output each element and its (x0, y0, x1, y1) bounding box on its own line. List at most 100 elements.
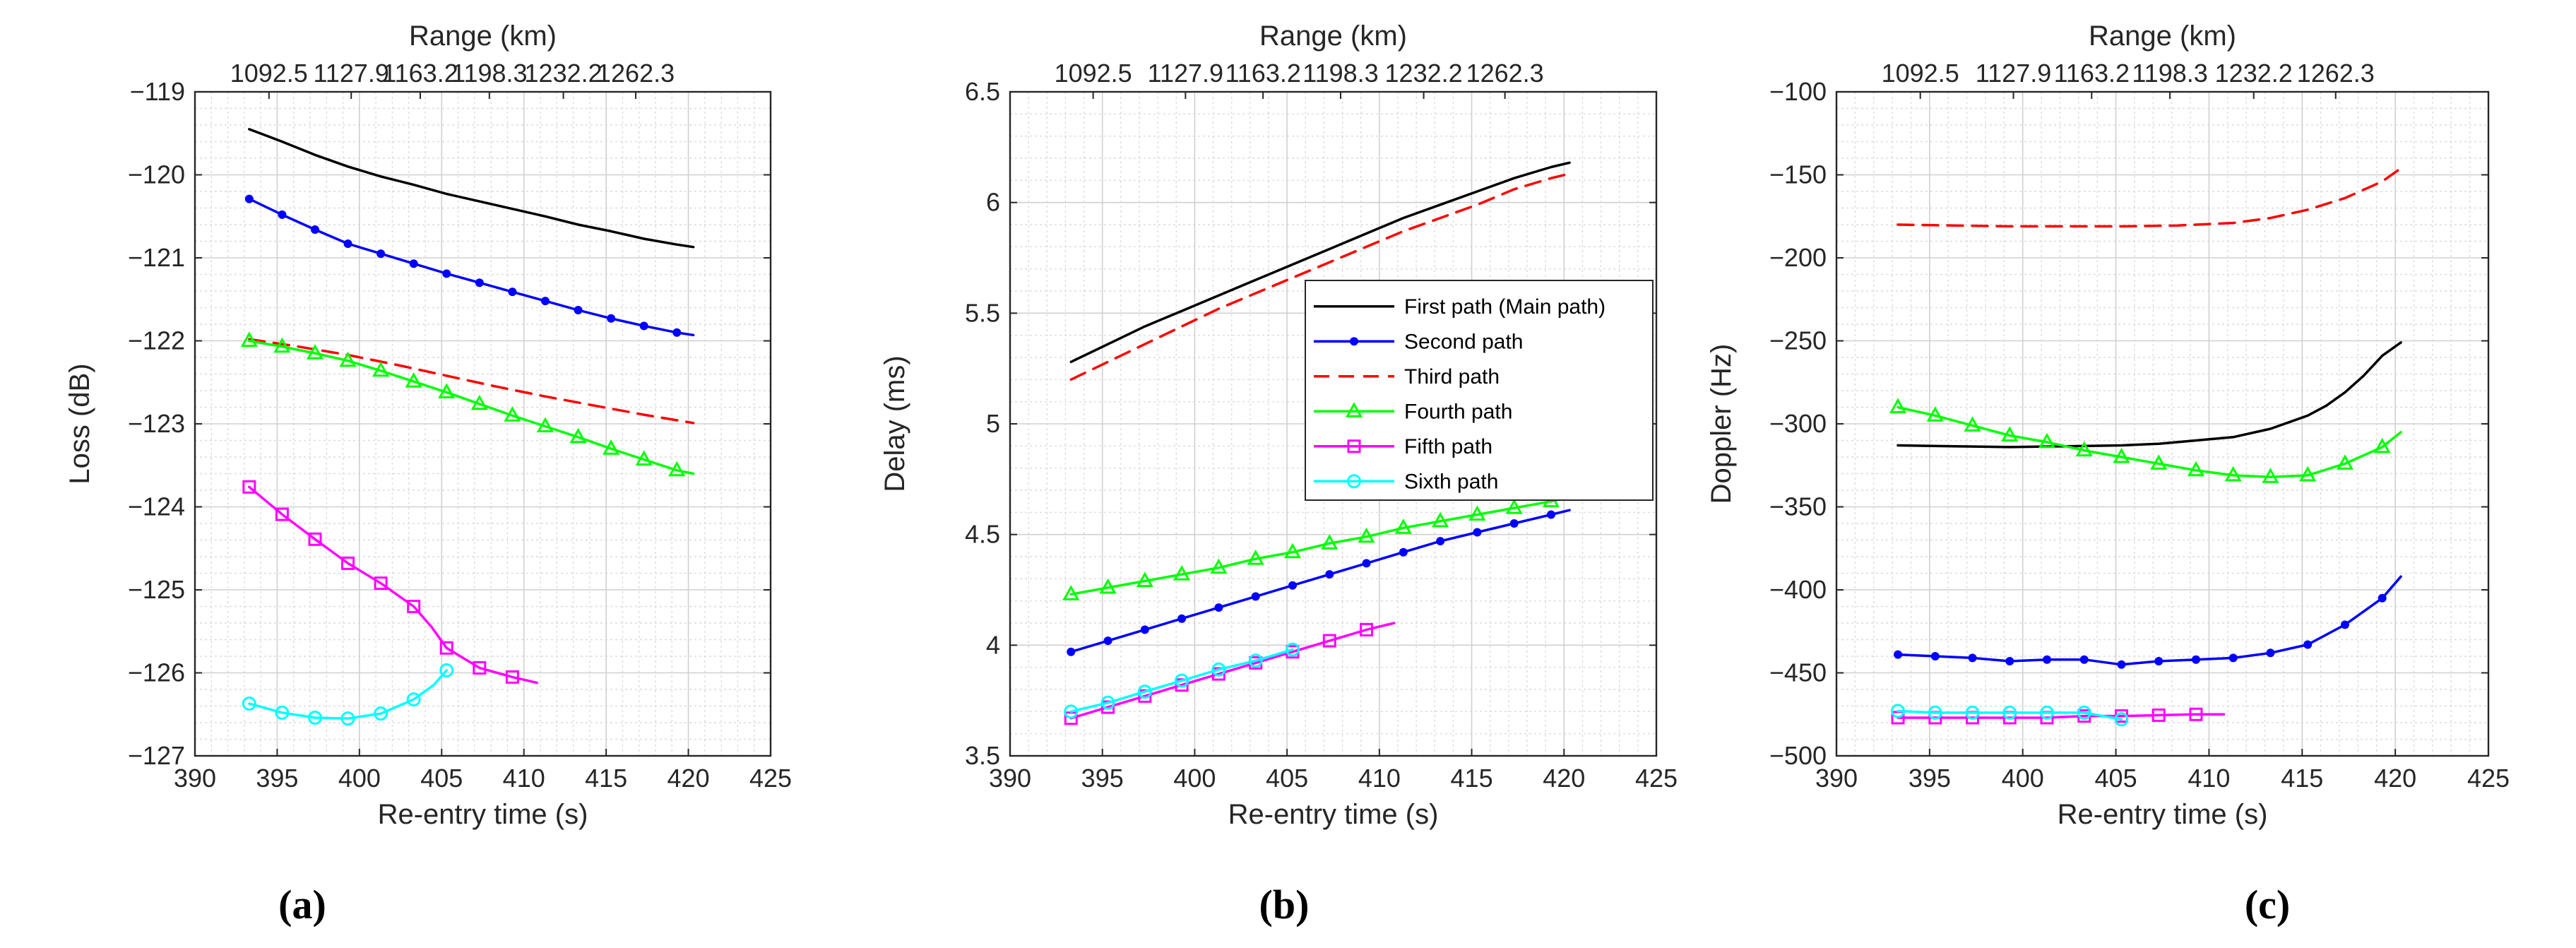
series-sixth-point (307, 710, 322, 725)
y-tick-label: 6 (986, 188, 1000, 217)
top-tick-label: 1232.2 (525, 59, 603, 88)
y-tick-label: −500 (1769, 741, 1827, 770)
x-tick-label: 395 (1909, 764, 1951, 793)
series-sixth-point (1100, 695, 1115, 710)
y-tick-label: −125 (128, 575, 185, 604)
y-tick-label: 5.5 (965, 298, 1000, 327)
series-fifth-line (1069, 622, 1396, 720)
top-axis-label: Range (km) (1259, 20, 1407, 52)
series-second-point (540, 297, 550, 306)
series-second-point (2042, 655, 2051, 664)
series-fifth-point (242, 480, 256, 494)
caption-b: (b) (1259, 882, 1310, 928)
series-sixth-point (2077, 705, 2091, 720)
series-fourth-line (248, 339, 695, 475)
series-second-point (1546, 510, 1555, 519)
series-sixth-point (374, 706, 388, 721)
y-tick-label: −350 (1769, 492, 1827, 521)
x-tick-label: 405 (1266, 764, 1308, 793)
series-fourth-point (2001, 426, 2019, 442)
series-second-point (1968, 653, 1977, 663)
series-fourth-point (1247, 550, 1264, 565)
series-fourth-point (1505, 498, 1523, 514)
x-tick-label: 410 (1358, 764, 1401, 793)
series-fifth-point (2189, 707, 2203, 721)
series-sixth-line (1897, 709, 2123, 721)
series-fourth-point (569, 427, 587, 444)
series-fourth-point (1062, 585, 1080, 600)
series-fourth-point (1889, 398, 1907, 413)
x-tick-label: 415 (585, 764, 627, 793)
series-fifth-point (374, 576, 388, 591)
x-tick-label: 400 (1173, 764, 1216, 793)
series-fourth-point (1136, 571, 1153, 587)
x-axis-label: Re-entry time (s) (2058, 799, 2268, 830)
x-tick-label: 425 (1635, 764, 1678, 793)
series-second-point (574, 306, 583, 315)
series-fourth-point (273, 337, 291, 353)
series-second-point (2154, 657, 2164, 666)
x-tick-label: 400 (338, 764, 381, 793)
series-fourth (1889, 398, 2402, 483)
x-tick-label: 420 (667, 764, 710, 793)
series-fourth-point (405, 372, 422, 388)
panel-delay: 390 395 400 405 410 415 420 425 3.5 4 4.5 5 5.5 6 6.5 1… (879, 20, 1678, 830)
top-tick-label: 1163.2 (382, 59, 458, 88)
series-fourth-point (1394, 519, 1412, 534)
series-second-point (672, 328, 682, 337)
series-sixth-point (439, 663, 454, 677)
series-fifth-line (248, 485, 539, 685)
series-fifth-point (275, 507, 289, 521)
series-sixth-line (1069, 648, 1294, 713)
legend-marker-sixth (1347, 474, 1361, 489)
series-fifth-point (407, 600, 421, 613)
series-fifth-point (2151, 708, 2166, 722)
series-third (1897, 167, 2402, 228)
legend: First path (Main path) Second path Third p… (1305, 280, 1654, 501)
top-tick-label: 1262.3 (597, 59, 675, 88)
x-tick-label: 410 (2188, 764, 2230, 793)
x-tick-label: 425 (749, 764, 792, 793)
top-tick-label: 1262.3 (1466, 59, 1544, 88)
series-fourth-point (438, 383, 456, 398)
caption-a: (a) (278, 882, 326, 928)
series-third-line (248, 338, 695, 425)
top-tick-label: 1262.3 (2297, 59, 2375, 88)
series-fifth-point (308, 532, 322, 546)
y-tick-label: −121 (128, 243, 185, 272)
series-third-line (1069, 172, 1571, 381)
series-second-point (2191, 655, 2200, 664)
y-tick-label: −120 (128, 160, 185, 189)
series-first-line (1069, 161, 1571, 364)
series-fourth-point (2336, 454, 2354, 470)
series-fifth (1064, 622, 1396, 725)
series-fourth-point (1173, 564, 1191, 581)
series-second-point (343, 239, 352, 249)
top-tick-label: 1092.5 (1882, 59, 1959, 88)
series-third (248, 338, 695, 425)
caption-c: (c) (2245, 882, 2290, 928)
top-axis-label: Range (km) (409, 20, 557, 52)
series-second-point (639, 321, 648, 331)
series-sixth-point (1891, 704, 1906, 718)
series-fifth-point (473, 660, 487, 675)
series-second-point (2005, 657, 2014, 666)
series-fourth-point (306, 344, 324, 360)
legend-item-third: Third path (1314, 365, 1500, 389)
series-fourth-point (603, 439, 620, 455)
x-tick-label: 390 (1815, 764, 1858, 793)
top-tick-label: 1127.9 (1976, 59, 2051, 88)
legend-item-fifth: Fifth path (1314, 435, 1492, 458)
series-second-point (1325, 570, 1334, 579)
series-fourth-point (2299, 466, 2317, 482)
top-tick-label: 1198.3 (1302, 59, 1378, 88)
series-second-point (278, 210, 287, 219)
x-tick-label: 390 (989, 764, 1031, 793)
legend-item-first: First path (Main path) (1314, 295, 1605, 319)
series-fourth-point (2038, 432, 2056, 449)
x-tick-label: 405 (420, 764, 463, 793)
y-tick-label: 6.5 (965, 77, 1000, 106)
series-sixth-point (1137, 685, 1152, 699)
y-tick-label: −400 (1769, 575, 1827, 604)
series-second-point (2266, 648, 2275, 658)
